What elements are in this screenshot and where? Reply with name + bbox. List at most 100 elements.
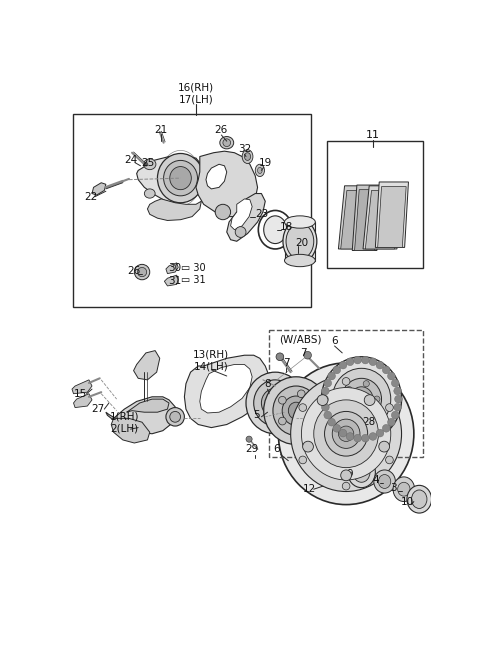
Text: 32: 32: [238, 144, 251, 154]
Ellipse shape: [298, 390, 305, 398]
Text: ▭ 31: ▭ 31: [180, 274, 205, 285]
Ellipse shape: [170, 166, 192, 190]
Polygon shape: [352, 185, 382, 251]
Ellipse shape: [346, 433, 354, 440]
Ellipse shape: [391, 379, 399, 387]
Ellipse shape: [278, 363, 414, 505]
Polygon shape: [166, 263, 178, 274]
Ellipse shape: [411, 490, 427, 509]
Text: 20: 20: [295, 238, 308, 248]
Ellipse shape: [383, 424, 390, 432]
Text: 6: 6: [274, 444, 280, 454]
Ellipse shape: [338, 426, 354, 442]
Ellipse shape: [282, 396, 310, 425]
Text: 13(RH)
14(LH): 13(RH) 14(LH): [193, 350, 229, 371]
Text: 30: 30: [168, 263, 182, 273]
Ellipse shape: [332, 369, 391, 430]
Ellipse shape: [278, 396, 286, 404]
Ellipse shape: [304, 351, 312, 359]
Text: 12: 12: [302, 484, 316, 494]
Ellipse shape: [376, 361, 384, 369]
Ellipse shape: [157, 153, 204, 203]
Ellipse shape: [246, 372, 304, 434]
Ellipse shape: [299, 404, 307, 412]
Ellipse shape: [288, 402, 304, 419]
Ellipse shape: [369, 358, 377, 365]
Ellipse shape: [215, 204, 230, 219]
Polygon shape: [184, 355, 269, 428]
Ellipse shape: [393, 477, 415, 501]
Ellipse shape: [391, 411, 399, 419]
Text: 16(RH)
17(LH): 16(RH) 17(LH): [178, 83, 214, 104]
Text: 23: 23: [255, 210, 268, 219]
Text: 1(RH)
2(LH): 1(RH) 2(LH): [109, 412, 139, 433]
Ellipse shape: [363, 412, 369, 418]
Text: 29: 29: [246, 444, 259, 454]
Ellipse shape: [324, 412, 368, 456]
Ellipse shape: [353, 462, 370, 482]
Ellipse shape: [407, 485, 432, 513]
Text: 26: 26: [215, 125, 228, 135]
Ellipse shape: [339, 429, 347, 437]
Text: 7: 7: [283, 358, 289, 368]
Text: 10: 10: [401, 497, 414, 507]
Ellipse shape: [379, 441, 390, 452]
Polygon shape: [230, 199, 252, 229]
Ellipse shape: [264, 216, 287, 243]
Ellipse shape: [328, 418, 336, 426]
Polygon shape: [200, 365, 252, 413]
Text: 26: 26: [128, 265, 141, 276]
Ellipse shape: [387, 372, 395, 380]
Ellipse shape: [254, 380, 297, 426]
Text: 6: 6: [331, 336, 338, 346]
Ellipse shape: [137, 267, 147, 276]
Ellipse shape: [333, 424, 341, 432]
Ellipse shape: [346, 358, 354, 365]
Text: 4: 4: [372, 475, 379, 485]
Polygon shape: [378, 186, 406, 247]
Polygon shape: [111, 418, 150, 443]
Ellipse shape: [322, 357, 402, 442]
Ellipse shape: [332, 419, 360, 448]
Polygon shape: [196, 151, 258, 217]
Polygon shape: [73, 394, 92, 408]
Ellipse shape: [361, 434, 369, 442]
Ellipse shape: [395, 395, 402, 403]
Polygon shape: [355, 190, 379, 251]
Text: 25: 25: [141, 158, 154, 168]
Text: 9: 9: [347, 469, 353, 479]
Ellipse shape: [374, 396, 380, 402]
Ellipse shape: [276, 353, 284, 361]
Polygon shape: [137, 156, 201, 203]
Ellipse shape: [144, 159, 156, 170]
Ellipse shape: [170, 412, 180, 422]
Polygon shape: [341, 190, 374, 249]
Ellipse shape: [346, 387, 352, 392]
Ellipse shape: [369, 433, 377, 440]
Ellipse shape: [302, 441, 313, 452]
Ellipse shape: [166, 408, 184, 426]
Polygon shape: [227, 194, 265, 241]
Ellipse shape: [342, 482, 350, 490]
Text: 18: 18: [279, 222, 293, 233]
Ellipse shape: [258, 167, 262, 174]
Ellipse shape: [291, 376, 402, 491]
Ellipse shape: [374, 470, 396, 493]
Ellipse shape: [144, 162, 148, 166]
Text: 21: 21: [155, 125, 168, 135]
Ellipse shape: [242, 150, 253, 164]
Ellipse shape: [246, 436, 252, 442]
Polygon shape: [375, 182, 408, 247]
Ellipse shape: [264, 377, 328, 444]
Text: 3: 3: [391, 483, 397, 493]
Bar: [73, 114, 312, 307]
Text: 24: 24: [124, 155, 137, 165]
Ellipse shape: [342, 377, 350, 385]
Bar: [232, 376, 252, 398]
Ellipse shape: [398, 482, 410, 496]
Polygon shape: [338, 186, 377, 249]
Polygon shape: [127, 399, 169, 412]
Ellipse shape: [164, 160, 197, 196]
Text: 7: 7: [300, 348, 307, 358]
Polygon shape: [363, 186, 403, 249]
